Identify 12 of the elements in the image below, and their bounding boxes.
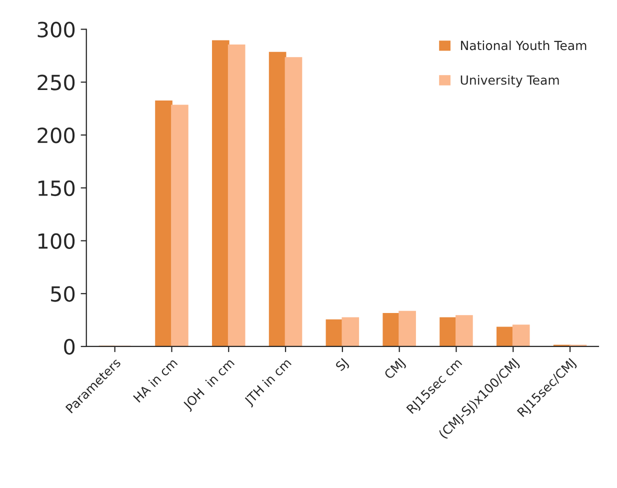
y-tick-label: 300 [38,22,75,38]
y-tick-label: 50 [51,286,75,302]
y-tick-label: 200 [38,127,75,144]
y-tick-label: 100 [38,233,75,249]
legend-label: National Youth Team [461,40,586,50]
x-tick-label: SJ [334,358,350,374]
y-tick-label: 0 [64,338,75,355]
legend-label: University Team [460,75,559,88]
y-tick-label: 150 [38,180,75,196]
x-tick-label: HA in cm [132,358,178,403]
y-tick-label: 250 [38,74,75,90]
x-tick-label: CMJ [384,358,407,382]
